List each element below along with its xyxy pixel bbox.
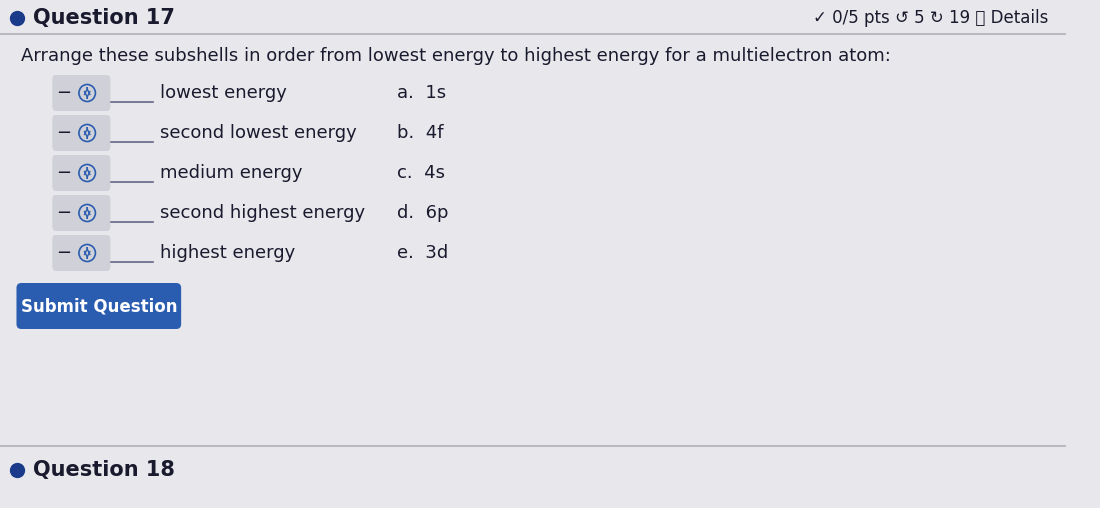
FancyBboxPatch shape	[53, 155, 110, 191]
Text: −: −	[56, 204, 72, 222]
Text: e.  3d: e. 3d	[397, 244, 449, 262]
Circle shape	[78, 124, 96, 142]
FancyBboxPatch shape	[16, 283, 182, 329]
Text: Submit Question: Submit Question	[21, 297, 177, 315]
Text: −: −	[56, 124, 72, 142]
Text: c.  4s: c. 4s	[397, 164, 446, 182]
Text: ✓ 0/5 pts ↺ 5 ↻ 19 ⓘ Details: ✓ 0/5 pts ↺ 5 ↻ 19 ⓘ Details	[813, 9, 1048, 27]
Text: medium energy: medium energy	[160, 164, 302, 182]
Circle shape	[78, 204, 96, 222]
Text: lowest energy: lowest energy	[160, 84, 287, 102]
Circle shape	[78, 164, 96, 182]
Text: −: −	[56, 84, 72, 102]
Text: −: −	[56, 244, 72, 262]
Text: −: −	[56, 164, 72, 182]
Circle shape	[78, 84, 96, 102]
Text: a.  1s: a. 1s	[397, 84, 447, 102]
Text: Question 17: Question 17	[33, 8, 175, 28]
FancyBboxPatch shape	[53, 235, 110, 271]
Text: Question 18: Question 18	[33, 460, 175, 480]
Text: second highest energy: second highest energy	[160, 204, 365, 222]
FancyBboxPatch shape	[53, 75, 110, 111]
FancyBboxPatch shape	[53, 115, 110, 151]
Text: d.  6p: d. 6p	[397, 204, 449, 222]
Text: second lowest energy: second lowest energy	[160, 124, 356, 142]
Circle shape	[78, 244, 96, 262]
FancyBboxPatch shape	[53, 195, 110, 231]
Text: b.  4f: b. 4f	[397, 124, 443, 142]
Text: Arrange these subshells in order from lowest energy to highest energy for a mult: Arrange these subshells in order from lo…	[21, 47, 891, 65]
Text: highest energy: highest energy	[160, 244, 295, 262]
